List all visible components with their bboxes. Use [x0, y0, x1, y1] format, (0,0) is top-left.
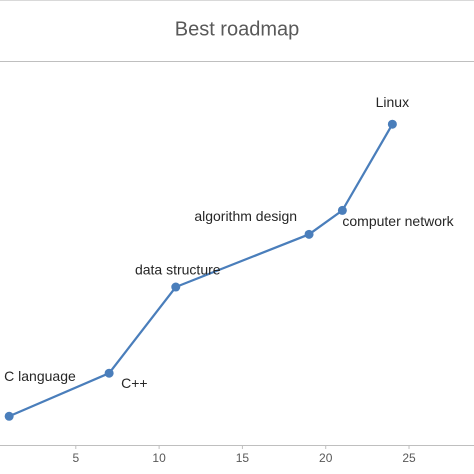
x-tick-label: 10	[152, 451, 166, 465]
chart-title: Best roadmap	[175, 18, 300, 40]
x-tick-label: 5	[72, 451, 79, 465]
data-point	[104, 368, 114, 378]
x-tick-label: 25	[402, 451, 416, 465]
x-tick-label: 20	[319, 451, 333, 465]
data-point	[387, 119, 397, 129]
point-annotation: computer network	[342, 213, 454, 229]
point-annotation: data structure	[135, 262, 221, 278]
data-point	[304, 229, 314, 239]
point-annotation: algorithm design	[194, 208, 297, 224]
data-point	[4, 411, 14, 421]
point-annotation: C++	[121, 375, 147, 391]
point-annotation: Linux	[376, 94, 409, 110]
point-annotation: C language	[4, 368, 76, 384]
x-tick-label: 15	[236, 451, 250, 465]
series-line	[8, 123, 394, 418]
data-point	[171, 282, 181, 292]
data-point	[337, 205, 347, 215]
